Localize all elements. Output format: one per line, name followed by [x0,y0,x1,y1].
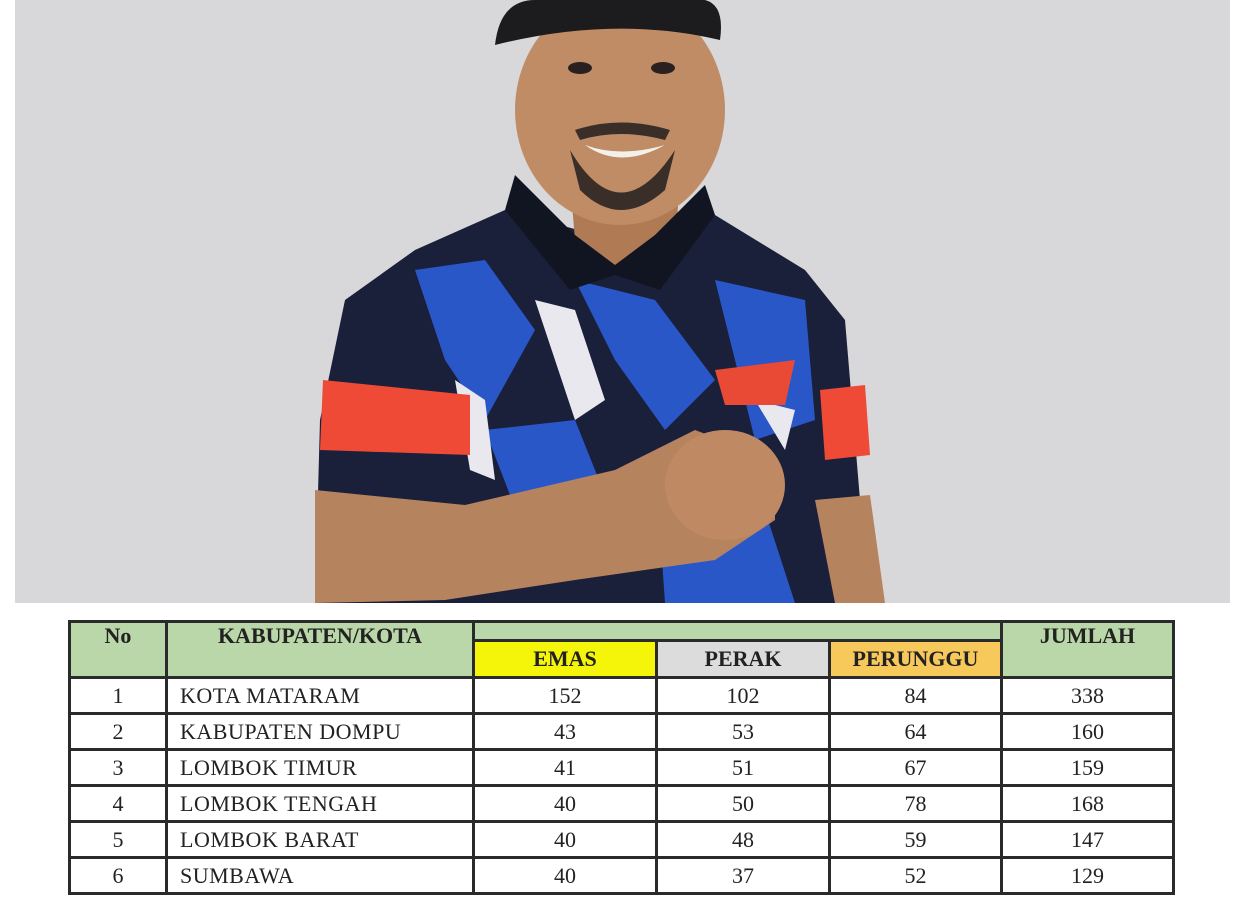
cell-silver: 53 [655,712,831,751]
cell-gold: 40 [472,856,658,895]
arm [315,430,775,603]
medal-table: No KABUPATEN/KOTA JUMLAH EMAS PERAK PERU… [68,620,1175,895]
cell-gold: 40 [472,820,658,859]
cap [495,0,721,45]
portrait-photo [15,0,1230,603]
cell-gold: 152 [472,676,658,715]
cell-bronze: 64 [828,712,1003,751]
cell-region: LOMBOK TENGAH [165,784,475,823]
cell-total: 159 [1000,748,1175,787]
cell-silver: 48 [655,820,831,859]
cell-region: LOMBOK TIMUR [165,748,475,787]
cell-bronze: 67 [828,748,1003,787]
cell-bronze: 59 [828,820,1003,859]
cell-no: 3 [68,748,168,787]
cell-gold: 43 [472,712,658,751]
collar [505,175,715,290]
cell-bronze: 84 [828,676,1003,715]
cell-silver: 37 [655,856,831,895]
cell-gold: 40 [472,784,658,823]
face [515,0,725,225]
cell-gold: 41 [472,748,658,787]
person-illustration [315,0,885,603]
right-arm [815,495,885,603]
cell-no: 4 [68,784,168,823]
cell-bronze: 78 [828,784,1003,823]
cell-no: 1 [68,676,168,715]
mustache [575,122,670,140]
shirt-pattern-white [455,300,795,480]
cell-bronze: 52 [828,856,1003,895]
smile [585,145,665,158]
cell-total: 147 [1000,820,1175,859]
cell-no: 2 [68,712,168,751]
sleeve-stripe-left [320,380,470,455]
header-gold: EMAS [472,639,658,679]
header-medals-group [472,620,1003,642]
table-row: 2 KABUPATEN DOMPU 43 53 64 160 [68,712,1175,751]
cell-total: 168 [1000,784,1175,823]
header-bronze: PERUNGGU [828,639,1003,679]
header-silver: PERAK [655,639,831,679]
table-row: 3 LOMBOK TIMUR 41 51 67 159 [68,748,1175,787]
cell-total: 338 [1000,676,1175,715]
cell-silver: 102 [655,676,831,715]
cell-region: KABUPATEN DOMPU [165,712,475,751]
beard [570,150,675,210]
sleeve-stripe-right [820,385,870,460]
fist [665,430,785,540]
table-row: 1 KOTA MATARAM 152 102 84 338 [68,676,1175,715]
cell-region: SUMBAWA [165,856,475,895]
cell-silver: 50 [655,784,831,823]
cell-total: 129 [1000,856,1175,895]
cell-region: LOMBOK BARAT [165,820,475,859]
cell-no: 5 [68,820,168,859]
cell-silver: 51 [655,748,831,787]
chest-red [715,360,795,405]
cell-region: KOTA MATARAM [165,676,475,715]
table-row: 6 SUMBAWA 40 37 52 129 [68,856,1175,895]
header-total: JUMLAH [1000,620,1175,679]
cell-total: 160 [1000,712,1175,751]
header-region: KABUPATEN/KOTA [165,620,475,679]
header-no: No [68,620,168,679]
table-row: 4 LOMBOK TENGAH 40 50 78 168 [68,784,1175,823]
table-row: 5 LOMBOK BARAT 40 48 59 147 [68,820,1175,859]
cell-no: 6 [68,856,168,895]
